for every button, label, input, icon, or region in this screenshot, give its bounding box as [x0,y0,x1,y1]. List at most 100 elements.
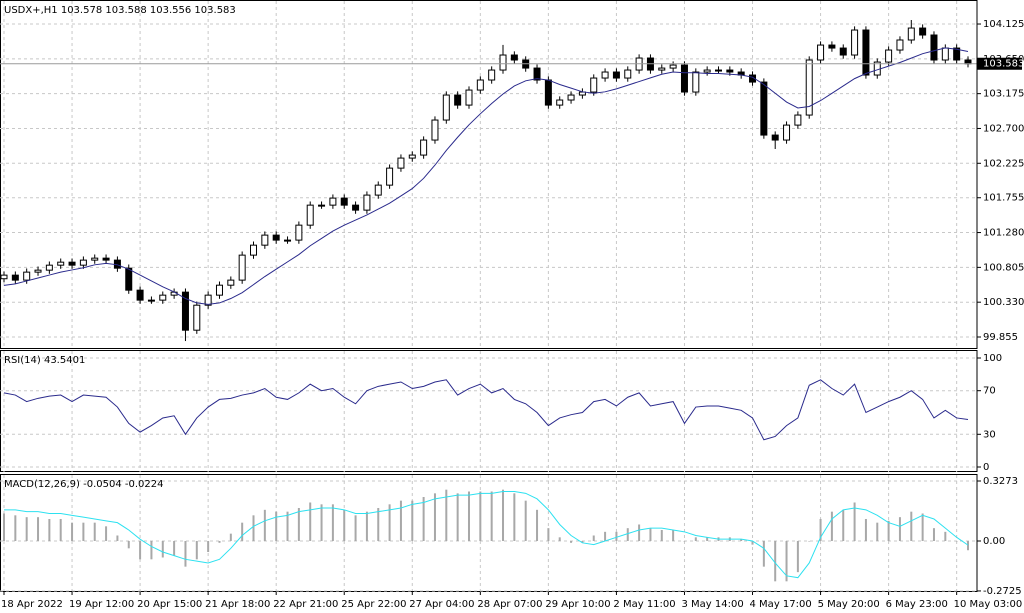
histogram-bar [116,535,119,541]
candle-body [408,154,416,159]
candle-body [284,239,292,242]
histogram-bar [173,540,176,556]
histogram-bar [445,489,448,541]
histogram-bar [3,513,5,541]
candle-body [488,69,496,81]
histogram-bar [683,540,686,542]
histogram-bar [82,522,85,541]
histogram-bar [467,491,470,541]
candle-body [964,59,972,65]
histogram-bar [830,511,833,541]
candle-body [794,114,802,126]
histogram-bar [388,504,391,541]
histogram-bar [127,540,130,549]
candle-body [499,54,507,71]
y-tick-label: 30 [983,429,996,440]
y-tick-label: 99.855 [983,332,1018,343]
x-tick-label: 2 May 11:00 [613,599,675,610]
histogram-bar [343,509,346,541]
y-tick-label: 102.700 [983,123,1024,134]
candle-body [862,29,870,76]
last-price-label: 103.583 [983,59,1024,70]
histogram-bar [853,502,856,541]
macd-panel-frame [0,474,978,592]
histogram-bar [14,515,17,541]
histogram-bar [433,493,436,541]
candle-body [885,49,893,63]
candle-body [34,269,42,273]
histogram-bar [751,540,754,545]
histogram-bar [570,540,573,543]
candle-body [590,77,598,93]
y-tick-label: 0 [983,462,989,473]
candle-body [306,204,314,226]
y-tick-label: 0.3273 [983,476,1018,487]
candle-body [953,47,961,61]
histogram-bar [59,518,62,541]
histogram-bar [694,537,697,541]
x-tick-label: 22 Apr 21:00 [273,599,338,610]
x-tick-label: 27 Apr 04:00 [409,599,474,610]
candle-body [442,94,450,121]
histogram-bar [105,526,108,541]
candle-body [907,27,915,41]
x-tick-label: 5 May 20:00 [818,599,880,610]
histogram-bar [615,531,618,541]
histogram-bar [309,502,312,541]
candle-body [692,71,700,93]
histogram-bar [604,531,607,541]
candle-body [669,64,677,69]
candle-body [601,71,609,79]
histogram-bar [331,504,334,541]
last-price-box [977,57,1022,70]
histogram-bar [275,511,278,541]
x-tick-label: 28 Apr 07:00 [477,599,542,610]
histogram-bar [626,528,629,541]
candle-body [896,39,904,51]
candle-body [420,139,428,156]
candle-body [783,124,791,141]
x-tick-label: 4 May 17:00 [750,599,812,610]
histogram-bar [377,507,380,541]
candle-body [136,289,144,301]
histogram-bar [774,540,777,582]
panel-title: USDX+,H1 103.578 103.588 103.556 103.583 [4,5,236,16]
candle-body [465,89,473,106]
histogram-bar [286,511,289,541]
histogram-bar [547,528,550,541]
x-tick-label: 19 Apr 12:00 [69,599,134,610]
candle-body [250,244,258,256]
histogram-bar [842,509,845,541]
histogram-bar [365,511,368,541]
histogram-bar [672,529,675,541]
candle-body [11,274,19,281]
candle-body [567,94,575,101]
histogram-bar [422,496,425,541]
candle-body [363,194,371,211]
candle-body [930,34,938,61]
candle-body [680,64,688,93]
histogram-bar [207,540,210,552]
histogram-bar [910,511,913,541]
candle-body [193,304,201,331]
histogram-bar [150,540,153,560]
y-tick-label: 104.125 [983,19,1024,30]
candle-body [510,54,518,61]
candle-body [839,47,847,56]
histogram-bar [592,535,595,541]
histogram-bar [638,524,641,541]
histogram-bar [241,522,244,541]
candle-body [79,259,87,266]
candle-body [204,294,212,306]
histogram-bar [161,540,164,558]
candle-body [397,157,405,169]
x-tick-label: 6 May 23:00 [886,599,948,610]
histogram-bar [558,537,561,541]
histogram-bar [37,517,40,541]
histogram-bar [808,540,811,542]
candle-body [45,264,53,271]
moving-average-line [3,47,969,305]
candle-body [771,134,779,141]
